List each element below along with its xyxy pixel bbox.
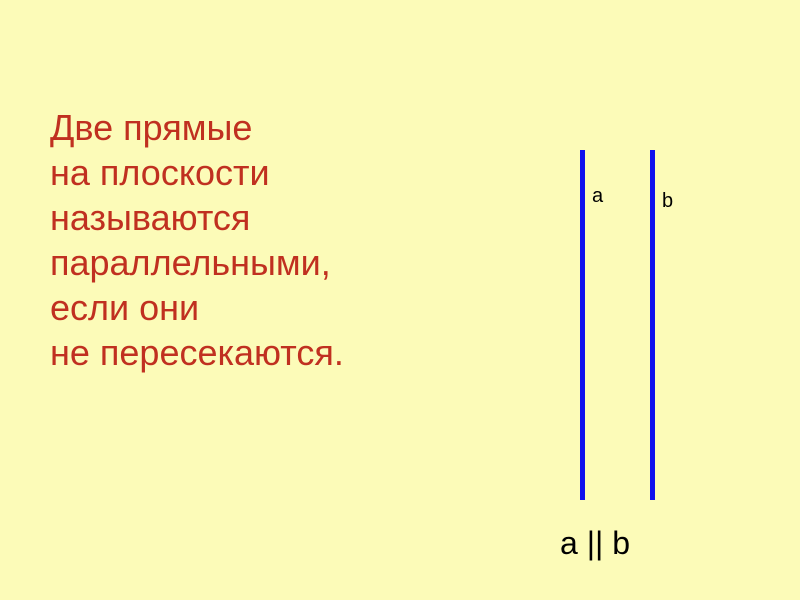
definition-line: не пересекаются.: [50, 330, 480, 375]
slide: Две прямые на плоскости называются парал…: [0, 0, 800, 600]
definition-line: если они: [50, 285, 480, 330]
parallel-notation: a || b: [560, 525, 630, 562]
parallel-lines-diagram: a b: [550, 150, 760, 500]
definition-line: Две прямые: [50, 105, 480, 150]
line-a-label: a: [592, 185, 603, 208]
definition-line: называются: [50, 195, 480, 240]
definition-text: Две прямые на плоскости называются парал…: [50, 105, 480, 375]
definition-line: на плоскости: [50, 150, 480, 195]
line-b-label: b: [662, 190, 673, 213]
line-b: [650, 150, 655, 500]
definition-line: параллельными,: [50, 240, 480, 285]
line-a: [580, 150, 585, 500]
